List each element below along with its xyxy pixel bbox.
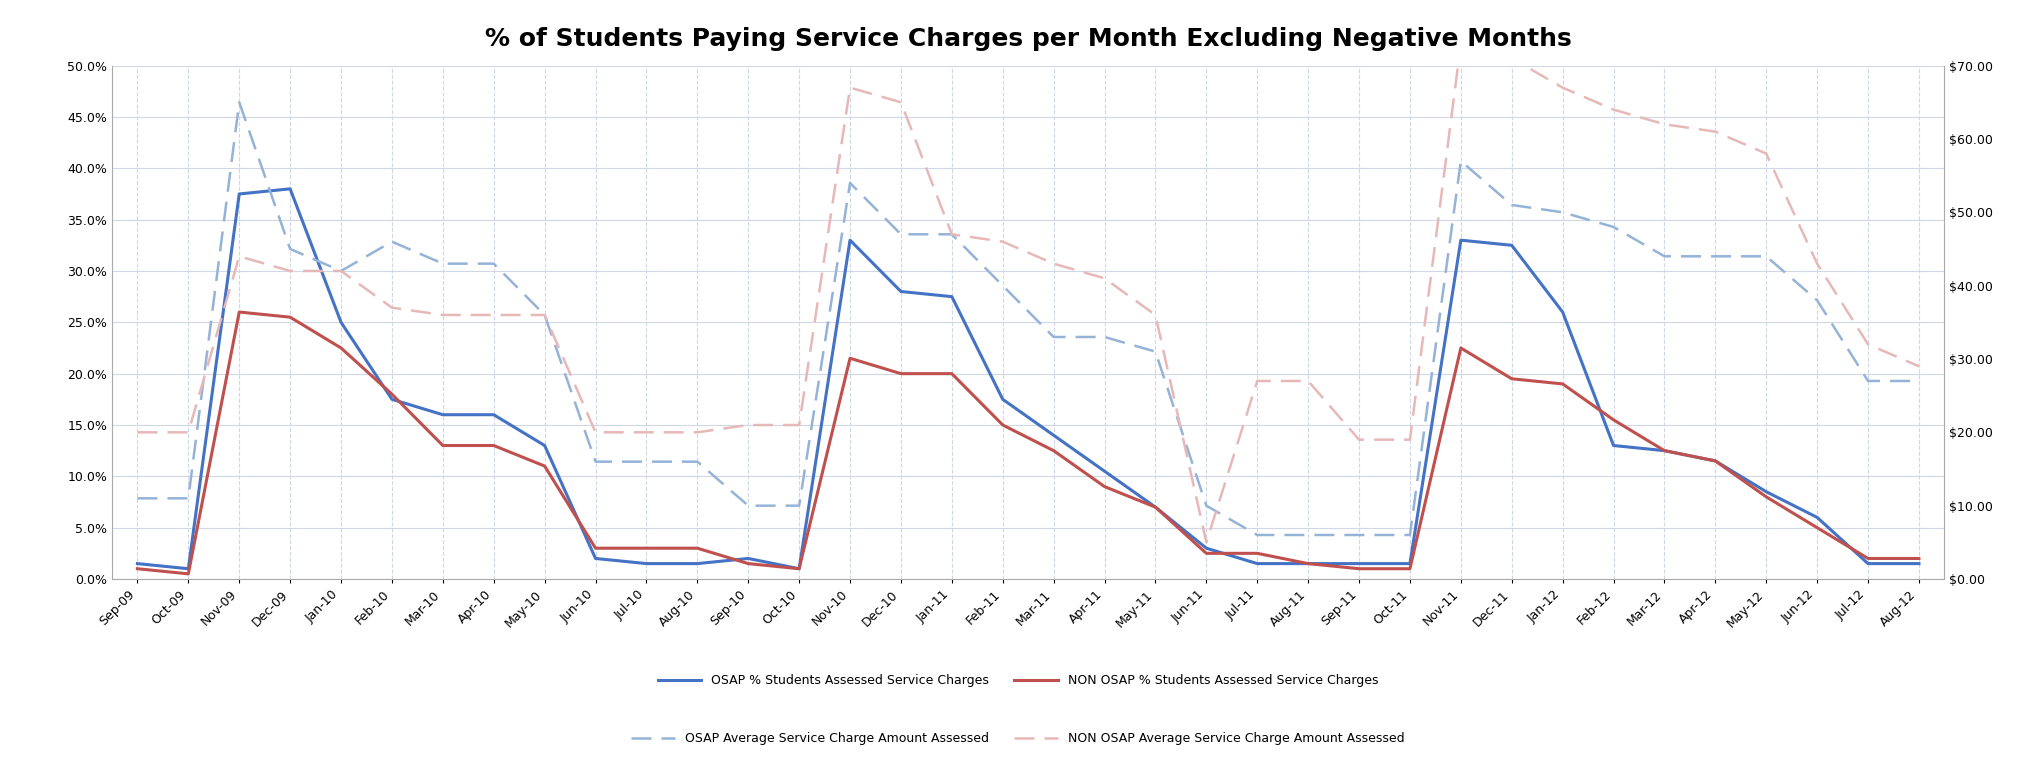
Legend: OSAP Average Service Charge Amount Assessed, NON OSAP Average Service Charge Amo: OSAP Average Service Charge Amount Asses… <box>627 727 1409 750</box>
Legend: OSAP % Students Assessed Service Charges, NON OSAP % Students Assessed Service C: OSAP % Students Assessed Service Charges… <box>654 669 1382 692</box>
Title: % of Students Paying Service Charges per Month Excluding Negative Months: % of Students Paying Service Charges per… <box>485 27 1572 51</box>
